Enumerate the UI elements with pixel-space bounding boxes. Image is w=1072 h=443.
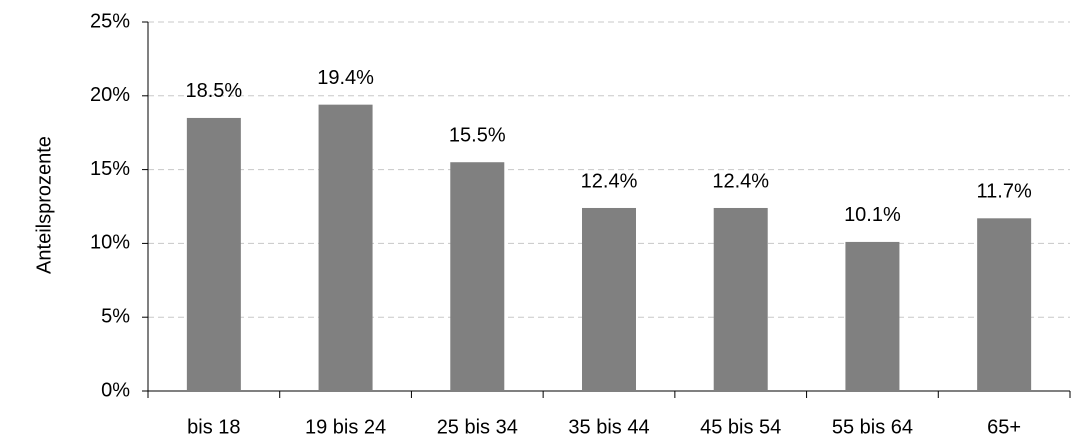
value-label: 12.4% — [712, 170, 769, 192]
x-tick-label: 35 bis 44 — [568, 416, 649, 438]
x-tick-label: 25 bis 34 — [437, 416, 518, 438]
x-tick-label: 45 bis 54 — [700, 416, 781, 438]
y-axis-label: Anteilsprozente — [33, 136, 55, 274]
bar — [977, 218, 1032, 391]
value-label: 10.1% — [844, 204, 901, 226]
x-tick-label: 55 bis 64 — [832, 416, 913, 438]
y-tick-label: 10% — [90, 232, 130, 254]
y-tick-label: 20% — [90, 84, 130, 106]
value-label: 19.4% — [317, 67, 374, 89]
y-tick-label: 0% — [101, 379, 130, 401]
value-label: 11.7% — [977, 181, 1032, 203]
value-label: 18.5% — [185, 80, 242, 102]
x-tick-label: bis 18 — [187, 416, 240, 438]
bar — [186, 117, 241, 391]
x-tick-label: 19 bis 24 — [305, 416, 386, 438]
bar — [713, 207, 768, 391]
bar — [582, 207, 636, 391]
y-tick-label: 15% — [90, 158, 130, 180]
x-tick-label: 65+ — [987, 416, 1021, 438]
value-label: 15.5% — [449, 125, 506, 147]
bar — [845, 241, 900, 391]
value-label: 12.4% — [581, 170, 638, 192]
y-tick-label: 5% — [101, 305, 130, 327]
bar — [450, 162, 505, 391]
y-tick-label: 25% — [90, 10, 130, 32]
bar — [318, 104, 373, 391]
